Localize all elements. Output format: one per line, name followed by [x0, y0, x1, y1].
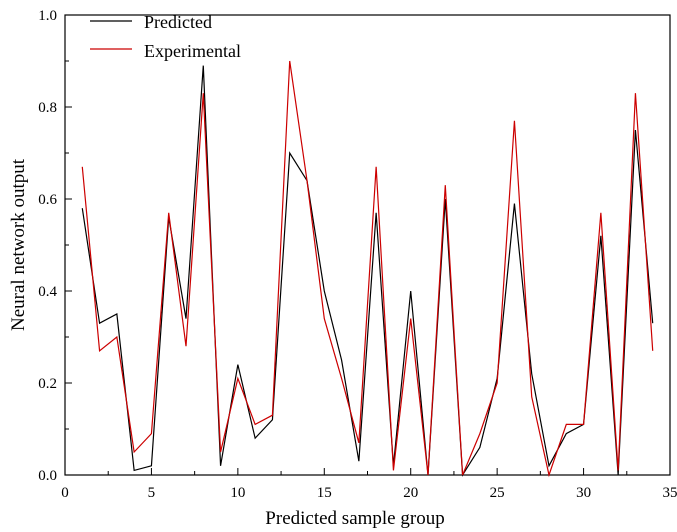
legend-label-experimental: Experimental	[144, 41, 241, 61]
y-tick-label: 0.4	[38, 284, 57, 300]
x-tick-label: 30	[576, 485, 591, 501]
x-tick-label: 25	[490, 485, 505, 501]
x-tick-label: 35	[663, 485, 677, 501]
y-axis-title: Neural network output	[8, 158, 29, 331]
series-line-predicted	[81, 65, 654, 477]
x-tick-label: 20	[403, 485, 418, 501]
legend-label-predicted: Predicted	[144, 12, 212, 32]
x-tick-label: 10	[230, 485, 245, 501]
legend: Predicted Experimental	[90, 12, 241, 61]
y-tick-label: 0.8	[38, 100, 57, 116]
y-tick-label: 0.2	[38, 376, 57, 392]
y-axis: 0.0 0.2 0.4 0.6 0.8 1.0	[38, 8, 72, 484]
y-tick-label: 0.6	[38, 192, 57, 208]
series-layer	[81, 60, 654, 478]
series-line-experimental	[81, 60, 654, 478]
x-tick-label: 5	[148, 485, 156, 501]
x-tick-label: 0	[61, 485, 69, 501]
x-axis-title: Predicted sample group	[265, 508, 444, 529]
x-axis: 0 5 10 15 20 25 30 35	[61, 468, 677, 501]
x-tick-label: 15	[317, 485, 332, 501]
y-tick-label: 0.0	[38, 468, 57, 484]
y-tick-label: 1.0	[38, 8, 57, 24]
